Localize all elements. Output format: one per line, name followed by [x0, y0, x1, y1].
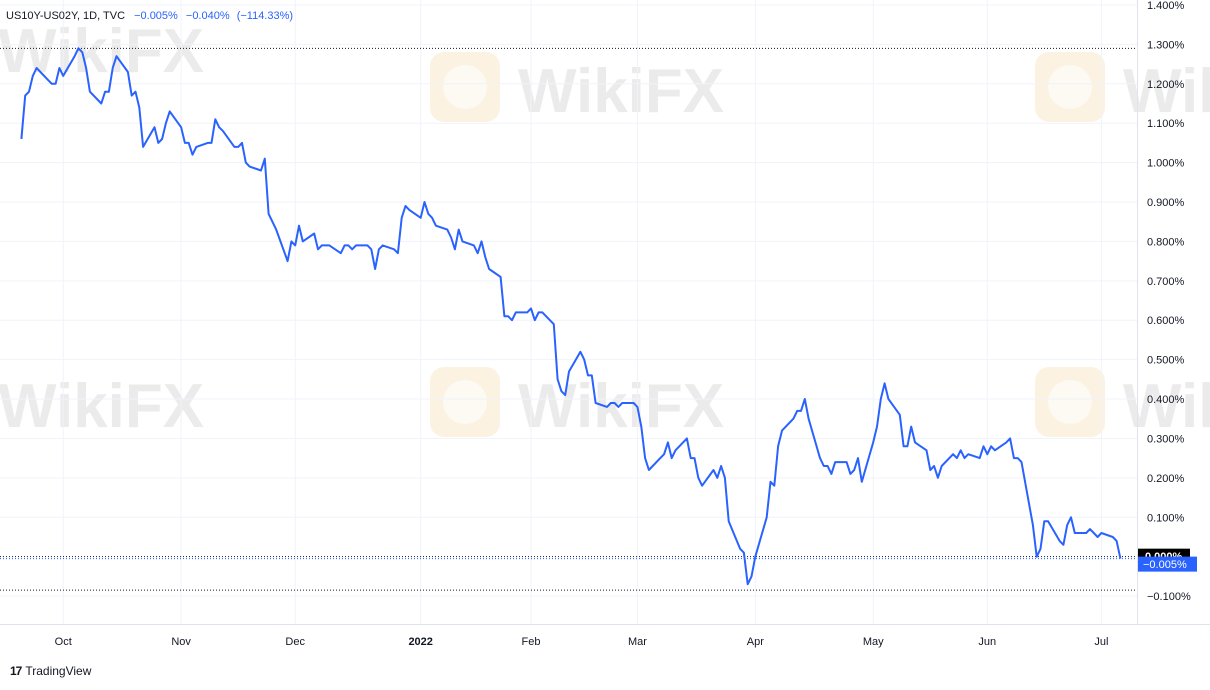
y-tick-label: 1.000%: [1147, 158, 1185, 170]
tradingview-attribution[interactable]: 17 TradingView: [10, 664, 91, 678]
y-tick-label: 0.200%: [1147, 473, 1185, 485]
time-axis[interactable]: Oct Nov Dec 2022 Feb Mar Apr May Jun Jul: [55, 636, 1109, 648]
series-line: [20, 47, 1122, 586]
y-tick-label: 0.700%: [1147, 276, 1185, 288]
y-tick-label: 0.900%: [1147, 197, 1185, 209]
watermark: WikiFX: [0, 17, 204, 86]
y-tick-label: 0.600%: [1147, 315, 1185, 327]
x-tick-label: Dec: [285, 636, 305, 648]
x-tick-label: Oct: [55, 636, 72, 648]
x-tick-label: Jul: [1094, 636, 1108, 648]
reference-lines: [0, 47, 1137, 591]
watermark: WikiFX: [430, 52, 724, 126]
y-tick-label: 1.300%: [1147, 39, 1185, 51]
y-tick-label: 0.400%: [1147, 394, 1185, 406]
time-axis-separator: [0, 624, 1210, 625]
y-tick-label: 0.300%: [1147, 433, 1185, 445]
chart-legend[interactable]: US10Y-US02Y, 1D, TVC −0.005% −0.040% (−1…: [6, 10, 293, 22]
change-abs-value: −0.040%: [185, 10, 230, 22]
y-tick-label: −0.100%: [1147, 591, 1191, 603]
last-value-label: −0.005%: [1143, 559, 1187, 571]
x-tick-label: Mar: [628, 636, 647, 648]
x-tick-label: Jun: [978, 636, 996, 648]
last-value-label-box: [1138, 556, 1197, 572]
x-tick-label: May: [863, 636, 884, 648]
svg-text:WikiFX: WikiFX: [518, 57, 724, 126]
x-tick-label: Feb: [521, 636, 540, 648]
y-tick-label: 0.800%: [1147, 236, 1185, 248]
symbol-label: US10Y-US02Y, 1D, TVC: [6, 10, 126, 22]
y-tick-label: 1.100%: [1147, 118, 1185, 130]
price-axis[interactable]: −0.100% 0.100% 0.200% 0.300% 0.400% 0.500% 0.6…: [1147, 0, 1191, 603]
svg-text:WikiFX: WikiFX: [1123, 57, 1210, 126]
watermark: WikiFX: [0, 372, 204, 441]
brand-name: TradingView: [25, 664, 92, 678]
y-tick-label: 0.100%: [1147, 512, 1185, 524]
axis-value-labels: 0.000%−0.005%: [1138, 548, 1197, 572]
svg-text:WikiFX: WikiFX: [0, 372, 204, 441]
y-tick-label: 1.200%: [1147, 79, 1185, 91]
x-tick-label: Apr: [747, 636, 764, 648]
x-tick-label: 2022: [408, 636, 432, 648]
tradingview-logo-icon: 17: [10, 664, 22, 678]
change-pct-value: (−114.33%): [236, 10, 294, 22]
svg-text:WikiFX: WikiFX: [518, 372, 724, 441]
price-axis-separator: [1137, 0, 1138, 624]
watermark: WikiFX: [430, 367, 724, 441]
y-tick-label: 0.500%: [1147, 355, 1185, 367]
x-tick-label: Nov: [171, 636, 191, 648]
y-tick-label: 1.400%: [1147, 0, 1185, 12]
change-value: −0.005%: [134, 10, 178, 22]
svg-text:WikiFX: WikiFX: [1123, 372, 1210, 441]
grid-lines: [0, 0, 1137, 624]
svg-text:WikiFX: WikiFX: [0, 17, 204, 86]
